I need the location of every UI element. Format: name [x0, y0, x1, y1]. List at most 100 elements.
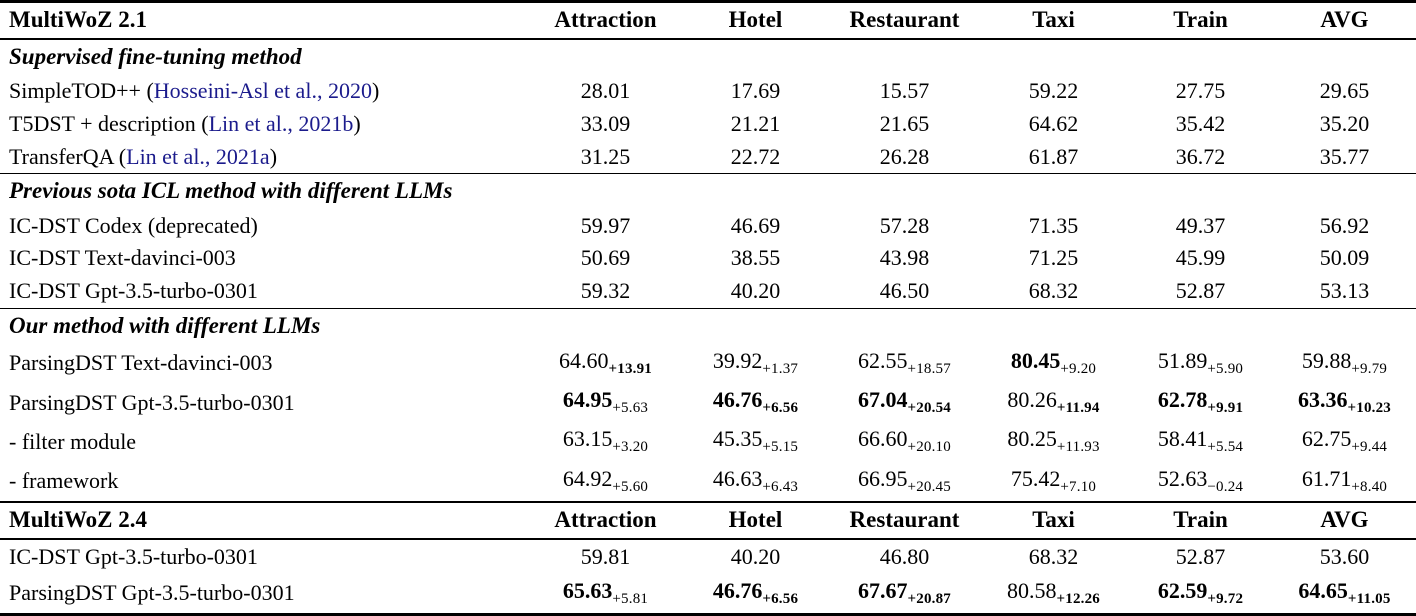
metric-value: 80.45 [1010, 347, 1061, 373]
column-header-attraction: Attraction [554, 7, 657, 33]
metric-cell: 35.77 [1273, 140, 1416, 174]
metric-delta: +5.90 [1207, 360, 1244, 377]
metric-cell: 52.87 [1128, 275, 1273, 309]
citation-link[interactable]: Lin et al., 2021a [126, 144, 270, 170]
metric-value: 46.76 [712, 577, 763, 603]
method-name: ParsingDST Gpt-3.5-turbo-0301 [9, 580, 295, 606]
method-label: SimpleTOD++ (Hosseini-Asl et al., 2020) [0, 75, 530, 108]
metric-delta: −0.24 [1207, 479, 1244, 496]
column-header-hotel: Hotel [728, 507, 783, 533]
metric-delta: +5.81 [612, 590, 649, 607]
metric-value: 80.58 [1007, 577, 1057, 603]
metric-cell: 61.71+8.40 [1273, 461, 1416, 502]
metric-value: 62.78 [1157, 386, 1208, 412]
metric-value: 49.37 [1175, 212, 1226, 238]
method-label: T5DST + description (Lin et al., 2021b) [0, 108, 530, 141]
metric-cell: 71.25 [979, 242, 1128, 275]
metric-cell: 64.60+13.91 [530, 343, 681, 382]
metric-cell: 17.69 [681, 75, 830, 108]
metric-value: 68.32 [1028, 543, 1079, 569]
column-header-restaurant: Restaurant [849, 507, 960, 533]
metric-delta: +5.15 [762, 439, 799, 456]
metric-cell: 62.75+9.44 [1273, 422, 1416, 461]
metric-cell: 39.92+1.37 [681, 343, 830, 382]
metric-cell: 75.42+7.10 [979, 461, 1128, 502]
column-header-hotel: Hotel [728, 7, 783, 33]
metric-delta: +20.54 [907, 400, 951, 417]
method-name: IC-DST Gpt-3.5-turbo-0301 [9, 543, 258, 569]
metric-value: 46.50 [879, 278, 930, 304]
metric-cell: 67.04+20.54 [830, 382, 979, 421]
metric-value: 59.32 [580, 278, 631, 304]
section-title: Supervised fine-tuning method [9, 44, 302, 70]
metric-cell: 52.87 [1128, 539, 1273, 573]
metric-value: 62.55 [858, 347, 908, 373]
method-label: IC-DST Text-davinci-003 [0, 242, 530, 275]
citation-link[interactable]: Hosseini-Asl et al., 2020 [153, 78, 372, 104]
metric-cell: 53.13 [1273, 275, 1416, 309]
metric-cell: 15.57 [830, 75, 979, 108]
metric-value: 62.59 [1157, 577, 1208, 603]
method-name: - filter module [9, 428, 137, 454]
metric-cell: 46.76+6.56 [681, 382, 830, 421]
metric-delta: +5.60 [612, 479, 649, 496]
metric-delta: +6.56 [762, 400, 799, 417]
metric-value: 33.09 [580, 111, 631, 137]
metric-value: 50.69 [580, 245, 631, 271]
metric-value: 46.69 [730, 212, 781, 238]
metric-cell: 36.72 [1128, 140, 1273, 174]
metric-value: 31.25 [580, 144, 631, 170]
metric-delta: +18.57 [907, 360, 951, 377]
metric-value: 66.95 [858, 465, 908, 491]
method-name: IC-DST Codex (deprecated) [9, 212, 258, 238]
table-header-row: MultiWoZ 2.4 Attraction Hotel Restaurant Tax… [0, 501, 1416, 539]
metric-cell: 63.15+3.20 [530, 422, 681, 461]
metric-cell: 33.09 [530, 108, 681, 141]
method-label: - filter module [0, 422, 530, 461]
metric-value: 59.22 [1028, 78, 1079, 104]
metric-value: 64.92 [562, 465, 613, 491]
metric-value: 56.92 [1319, 212, 1370, 238]
table-row: IC-DST Text-davinci-003 50.69 38.55 43.98 71… [0, 242, 1416, 275]
citation-link[interactable]: Lin et al., 2021b [208, 111, 354, 137]
metric-cell: 61.87 [979, 140, 1128, 174]
metric-cell: 66.60+20.10 [830, 422, 979, 461]
metric-cell: 68.32 [979, 275, 1128, 309]
metric-value: 64.95 [562, 386, 613, 412]
method-name: ParsingDST Gpt-3.5-turbo-0301 [9, 389, 295, 415]
metric-delta: +20.87 [907, 590, 951, 607]
column-header-train: Train [1173, 507, 1228, 533]
metric-value: 39.92 [712, 347, 763, 373]
metric-value: 63.15 [562, 426, 613, 452]
section-header-row: Previous sota ICL method with different … [0, 173, 1416, 209]
metric-value: 35.20 [1319, 111, 1370, 137]
metric-value: 40.20 [730, 278, 781, 304]
metric-cell: 67.67+20.87 [830, 573, 979, 614]
metric-delta: +20.45 [907, 479, 951, 496]
metric-value: 53.13 [1319, 278, 1370, 304]
metric-value: 46.63 [712, 465, 763, 491]
metric-value: 80.26 [1007, 386, 1057, 412]
metric-cell: 27.75 [1128, 75, 1273, 108]
metric-cell: 68.32 [979, 539, 1128, 573]
metric-cell: 46.80 [830, 539, 979, 573]
metric-value: 38.55 [730, 245, 781, 271]
metric-value: 26.28 [879, 144, 930, 170]
metric-value: 52.63 [1157, 465, 1208, 491]
metric-delta: +5.63 [612, 400, 649, 417]
column-header-taxi: Taxi [1032, 507, 1075, 533]
method-name: T5DST + description ( [9, 111, 209, 137]
metric-cell: 59.81 [530, 539, 681, 573]
metric-value: 46.80 [879, 543, 930, 569]
method-name: IC-DST Gpt-3.5-turbo-0301 [9, 278, 258, 304]
metric-delta: +13.91 [608, 360, 652, 377]
metric-delta: +9.20 [1060, 360, 1097, 377]
method-name: TransferQA ( [9, 144, 127, 170]
metric-value: 52.87 [1175, 543, 1226, 569]
metric-value: 64.60 [559, 347, 609, 373]
metric-value: 59.88 [1301, 347, 1352, 373]
metric-value: 35.77 [1319, 144, 1370, 170]
metric-cell: 50.69 [530, 242, 681, 275]
metric-delta: +3.20 [612, 439, 649, 456]
